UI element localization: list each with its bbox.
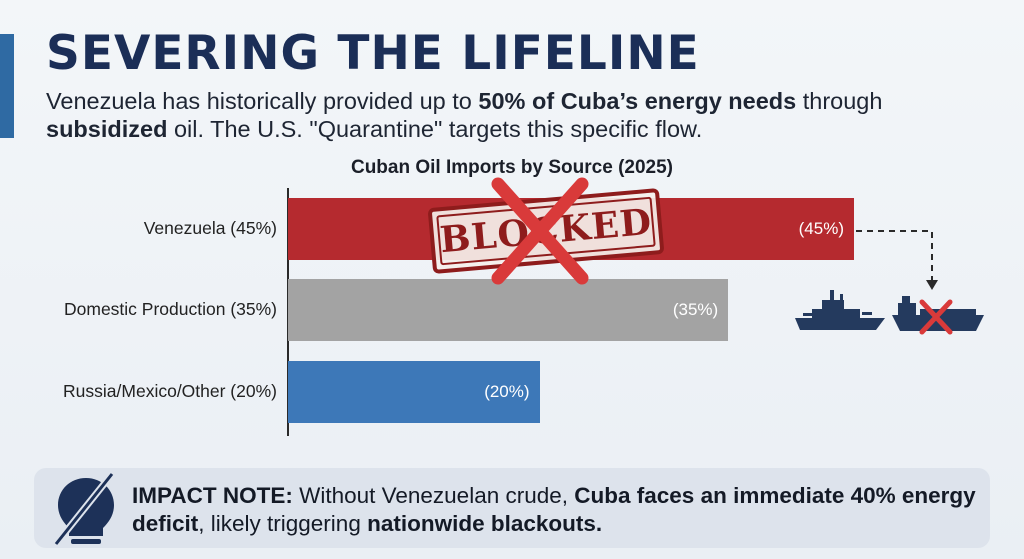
subtitle-part-2: through xyxy=(796,88,883,114)
bar: (20%) xyxy=(288,361,540,423)
flow-arrow-path xyxy=(856,230,933,282)
accent-bar xyxy=(0,34,14,138)
flow-arrow-head xyxy=(926,280,938,290)
bar-value-label: (35%) xyxy=(672,300,719,319)
impact-note-part-0: IMPACT NOTE: xyxy=(132,483,293,508)
subtitle-part-4: oil. The U.S. "Quarantine" targets this … xyxy=(167,116,703,142)
lightbulb-off-icon xyxy=(53,471,115,547)
category-label: Domestic Production (35%) xyxy=(64,299,277,319)
impact-note-part-4: nationwide blackouts xyxy=(367,511,596,536)
bar: (35%) xyxy=(288,279,729,341)
blocked-x-icon xyxy=(491,177,589,285)
impact-note-part-2: Cuba faces an immediate 40% energy defic… xyxy=(132,483,976,536)
subtitle-part-0: Venezuela has historically provided up t… xyxy=(46,88,479,114)
bar-value-label: (20%) xyxy=(484,382,530,401)
warship-icon xyxy=(795,290,885,330)
subtitle-part-1: 50% of Cuba’s energy needs xyxy=(478,88,797,114)
tanker-blocked-x-icon xyxy=(919,299,953,335)
tanker-icon xyxy=(892,296,984,331)
impact-note-box xyxy=(34,468,990,548)
impact-note-text: IMPACT NOTE: Without Venezuelan crude, C… xyxy=(132,482,982,538)
impact-note-part-3: , likely triggering xyxy=(198,511,368,536)
bar-value-label: (45%) xyxy=(798,219,844,238)
impact-note-part-1: Without Venezuelan crude, xyxy=(292,483,575,508)
subtitle-part-3: subsidized xyxy=(46,116,168,142)
category-label: Russia/Mexico/Other (20%) xyxy=(63,381,277,401)
subtitle: Venezuela has historically provided up t… xyxy=(46,87,1006,143)
impact-note-part-5: . xyxy=(595,511,603,536)
category-label: Venezuela (45%) xyxy=(143,218,277,238)
chart-title: Cuban Oil Imports by Source (2025) xyxy=(350,157,674,178)
page-title: SEVERING THE LIFELINE xyxy=(46,26,700,81)
